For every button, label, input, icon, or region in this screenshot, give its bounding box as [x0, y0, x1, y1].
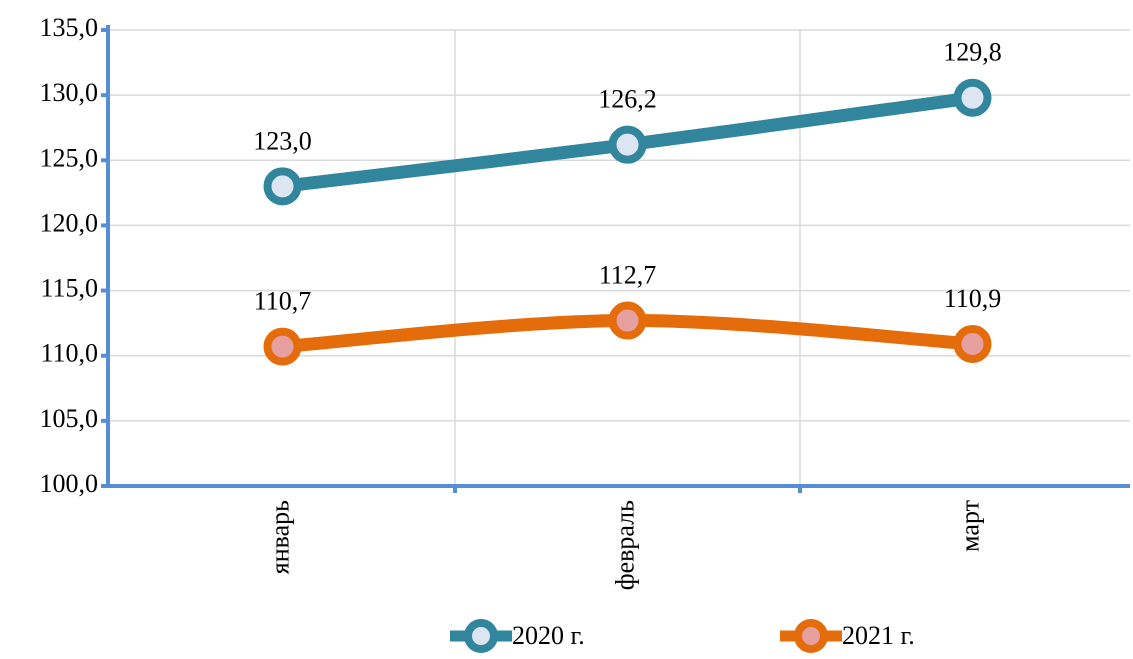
data-label: 123,0: [253, 126, 312, 155]
y-tick-label: 135,0: [40, 13, 99, 42]
y-tick-label: 100,0: [40, 469, 99, 498]
y-tick-label: 120,0: [40, 208, 99, 237]
y-tick-label: 130,0: [40, 78, 99, 107]
x-tick-label: январь: [265, 500, 294, 574]
legend-marker: [464, 619, 498, 653]
marker: [608, 301, 647, 340]
x-tick-label: февраль: [610, 500, 639, 590]
x-tick-label: март: [955, 500, 984, 552]
marker: [608, 125, 647, 164]
marker: [263, 327, 302, 366]
data-label: 126,2: [598, 85, 657, 114]
legend-marker: [794, 619, 828, 653]
marker: [263, 167, 302, 206]
data-label: 112,7: [599, 261, 657, 290]
legend-label: 2021 г.: [842, 621, 915, 650]
y-tick-label: 125,0: [40, 143, 99, 172]
legend-label: 2020 г.: [512, 621, 585, 650]
y-tick-label: 105,0: [40, 404, 99, 433]
marker: [953, 324, 992, 363]
marker: [953, 78, 992, 117]
y-tick-label: 110,0: [40, 339, 98, 368]
data-label: 110,7: [254, 287, 312, 316]
data-label: 110,9: [944, 284, 1002, 313]
data-label: 129,8: [943, 38, 1002, 67]
y-tick-label: 115,0: [40, 274, 98, 303]
